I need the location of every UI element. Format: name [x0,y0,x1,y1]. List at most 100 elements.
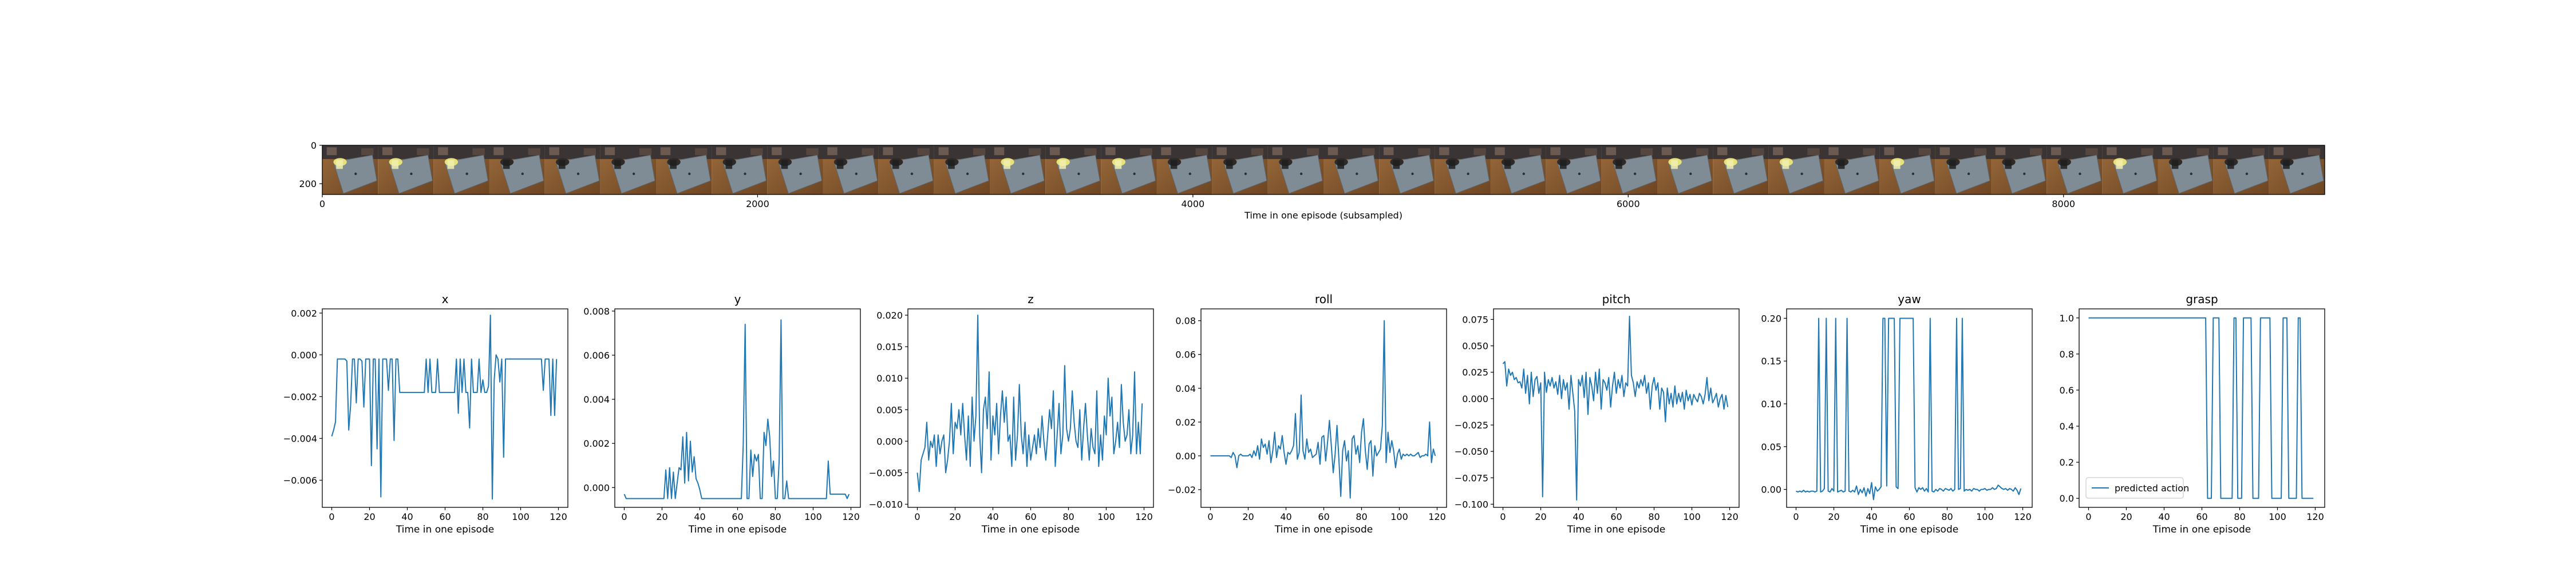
y-tick-label: 0.008 [583,306,610,317]
y-tick-label: 0.025 [1462,367,1488,378]
y-tick-label: −0.050 [1455,446,1488,457]
x-tick-label: 60 [439,511,451,522]
x-tick-label: 80 [1648,511,1660,522]
y-tick-label: 0.000 [291,349,317,360]
x-tick-label: 40 [694,511,705,522]
y-tick-label: −0.010 [869,499,903,510]
subplot-title: y [734,292,741,306]
strip-frame [1935,145,1991,194]
subplot-title: x [442,292,449,306]
strip-frame [433,145,489,194]
y-tick-label: 0.004 [583,394,610,405]
subplot-y: y 0 20 40 60 80 100 120 0.008 0.006 0.004 0.002 0.00… [583,292,861,535]
strip-frame [1991,145,2047,194]
plot-frame [1200,308,1447,508]
y-tick-label: 0.005 [876,404,903,415]
x-tick-label: 80 [1941,511,1953,522]
strip-frame [2213,145,2269,194]
y-tick-label: −0.025 [1455,420,1488,431]
series-line [331,314,558,500]
x-axis-label: Time in one episode [1860,524,1958,535]
x-tick-label: 20 [364,511,375,522]
y-tick-label: 0.002 [583,438,610,449]
strip-x-tick-label: 4000 [1182,198,1205,209]
y-tick-label: 0.8 [2060,349,2074,360]
x-tick-label: 120 [842,511,860,522]
series-line [1502,315,1729,501]
image-strip-frames [322,145,2325,194]
x-tick-label: 40 [1280,511,1291,522]
x-tick-label: 40 [401,511,413,522]
subplot-roll: roll 0 20 40 60 80 100 120 0.08 0.06 0.04 0.02 0.00 −… [1168,292,1447,535]
y-tick-label: −0.02 [1168,484,1196,495]
y-tick-label: 0.05 [1761,442,1781,452]
subplot-yaw: yaw 0 20 40 60 80 100 120 0.20 0.15 0.10 0.05 0.00 Ti… [1761,292,2033,535]
strip-frame [600,145,656,194]
series-line [1210,320,1436,499]
strip-frame [990,145,1046,194]
x-tick-label: 120 [1721,511,1739,522]
subplot-title: yaw [1898,292,1921,306]
series-line [2088,317,2314,499]
strip-frame [1267,145,1323,194]
y-tick-label: −0.002 [283,391,317,402]
strip-y-tick-label: 200 [299,178,317,189]
y-tick-label: 0.000 [583,482,610,493]
strip-frame [1657,145,1713,194]
x-tick-label: 20 [949,511,961,522]
strip-frame [2046,145,2103,194]
y-tick-label: 0.08 [1175,316,1196,327]
x-axis-label: Time in one episode [1567,524,1665,535]
y-tick-label: 0.015 [876,341,903,352]
x-tick-label: 60 [732,511,743,522]
plot-frame [322,308,568,508]
x-tick-label: 100 [1976,511,1994,522]
x-tick-label: 0 [329,511,334,522]
x-tick-label: 80 [769,511,781,522]
strip-frame [1156,145,1212,194]
strip-frame [1379,145,1435,194]
x-tick-label: 100 [2269,511,2286,522]
strip-frame [322,145,378,194]
x-tick-label: 80 [1062,511,1074,522]
subplot-z: z 0 20 40 60 80 100 120 0.020 0.015 0.010 0.005 0.00… [869,292,1154,535]
series-line [916,315,1143,492]
x-axis-label: Time in one episode [981,524,1080,535]
plot-frame [614,308,861,508]
x-tick-label: 60 [1903,511,1915,522]
series-line [623,319,850,499]
y-tick-label: −0.005 [869,467,903,478]
strip-frame [1768,145,1824,194]
plot-frame [1493,308,1740,508]
x-tick-label: 80 [1356,511,1367,522]
x-tick-label: 100 [1683,511,1701,522]
strip-frame [1601,145,1657,194]
strip-frame [767,145,823,194]
subplot-title: pitch [1602,292,1631,306]
x-tick-label: 20 [656,511,667,522]
x-tick-label: 20 [1242,511,1254,522]
strip-frame [878,145,934,194]
y-tick-label: 0.00 [1175,451,1196,462]
x-tick-label: 100 [1097,511,1115,522]
x-tick-label: 40 [1573,511,1584,522]
subplot-title: grasp [2186,292,2218,306]
strip-frame [712,145,768,194]
x-tick-label: 120 [550,511,567,522]
y-tick-label: 0.20 [1761,313,1781,324]
strip-frame [378,145,434,194]
y-tick-label: 0.0 [2060,493,2074,504]
legend: predicted action [2085,477,2189,499]
y-tick-label: 0.04 [1175,383,1196,394]
strip-frame [656,145,712,194]
strip-y-tick-label: 0 [311,140,317,151]
x-tick-label: 40 [2158,511,2170,522]
x-tick-label: 100 [1390,511,1408,522]
y-tick-label: 0.006 [583,350,610,361]
y-tick-label: 1.0 [2060,313,2074,324]
x-axis-label: Time in one episode [688,524,787,535]
y-tick-label: 0.020 [876,310,903,321]
subplot-title: roll [1315,292,1333,306]
x-axis-label: Time in one episode [2152,524,2251,535]
